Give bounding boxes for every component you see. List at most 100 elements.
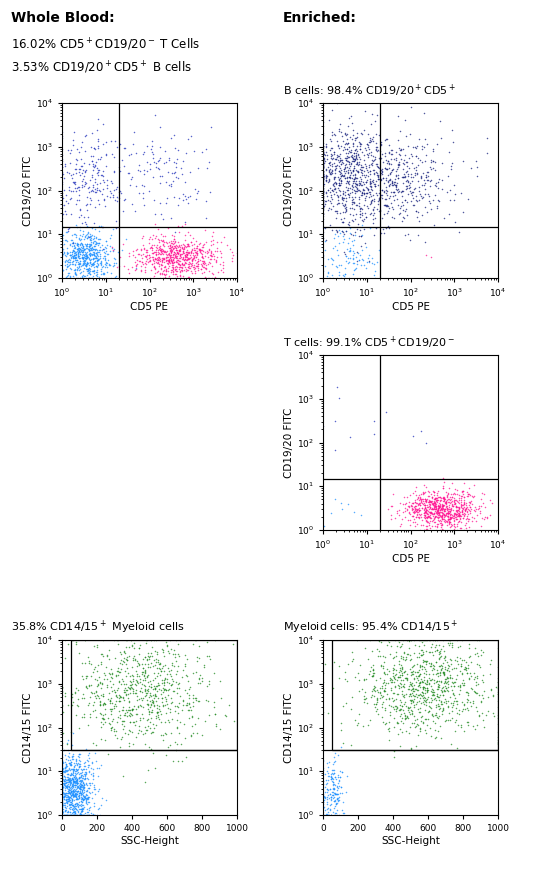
Point [368, 212, 377, 226]
Point [125, 685, 134, 699]
Point [358, 186, 366, 200]
Point [318, 172, 327, 186]
Point [70, 805, 79, 819]
Point [59, 245, 68, 259]
Point [170, 699, 179, 714]
Point [381, 133, 389, 147]
Point [76, 243, 85, 257]
Point [167, 658, 176, 672]
Point [452, 499, 460, 513]
Point [486, 667, 494, 681]
Point [61, 690, 70, 704]
Point [92, 177, 101, 191]
Point [75, 249, 84, 263]
Point [72, 784, 81, 798]
Point [97, 150, 106, 164]
Point [388, 147, 397, 161]
Point [415, 668, 424, 682]
Point [439, 523, 448, 537]
Point [72, 808, 81, 822]
Point [106, 717, 114, 731]
Point [427, 154, 436, 168]
Point [339, 168, 348, 183]
Point [78, 227, 87, 241]
Point [102, 271, 111, 285]
Point [59, 803, 68, 817]
Point [101, 697, 109, 711]
Point [420, 505, 429, 519]
Point [454, 687, 463, 701]
Point [422, 685, 431, 699]
Point [76, 242, 85, 256]
Point [325, 166, 334, 180]
Point [482, 708, 491, 722]
Point [65, 786, 74, 800]
Point [158, 271, 167, 285]
Point [124, 166, 133, 180]
Point [177, 250, 185, 264]
Point [78, 792, 86, 806]
Point [81, 248, 90, 262]
Point [318, 143, 327, 157]
Point [416, 701, 425, 715]
Point [70, 800, 79, 814]
Point [136, 164, 145, 178]
Point [68, 171, 76, 185]
Point [412, 687, 421, 701]
Point [69, 761, 78, 775]
Point [72, 250, 80, 265]
Point [90, 239, 99, 253]
Point [430, 506, 439, 520]
Point [416, 686, 425, 700]
Point [141, 673, 150, 687]
Point [369, 167, 378, 181]
Point [70, 250, 79, 265]
Point [74, 778, 83, 792]
Point [96, 699, 104, 713]
Point [322, 148, 331, 162]
Point [58, 743, 67, 757]
Point [177, 247, 185, 261]
Point [454, 491, 463, 505]
Point [58, 805, 67, 819]
Point [392, 715, 401, 729]
Point [98, 266, 107, 280]
Point [373, 642, 382, 656]
Point [428, 495, 437, 509]
Point [79, 247, 87, 261]
Point [192, 250, 201, 265]
Point [368, 688, 377, 702]
Point [76, 787, 85, 801]
Point [320, 169, 329, 183]
Point [101, 260, 109, 274]
Point [340, 171, 349, 185]
Point [81, 766, 90, 780]
Point [91, 182, 100, 196]
Point [329, 179, 338, 193]
Point [383, 676, 392, 690]
Point [411, 204, 420, 218]
Point [406, 100, 415, 114]
Point [489, 688, 498, 702]
Point [89, 232, 97, 246]
Point [212, 254, 221, 268]
Point [75, 259, 84, 273]
Point [404, 176, 412, 190]
Point [455, 497, 464, 511]
Point [92, 259, 101, 273]
Point [159, 228, 168, 243]
Point [351, 170, 360, 184]
Point [345, 145, 354, 159]
Point [423, 165, 432, 179]
Point [419, 491, 427, 505]
Point [418, 709, 427, 723]
Point [80, 773, 89, 787]
Point [207, 252, 216, 266]
Point [78, 258, 87, 272]
Point [75, 258, 84, 273]
Point [187, 257, 196, 271]
Point [351, 157, 360, 171]
Point [73, 243, 81, 257]
Point [412, 210, 421, 224]
Point [382, 667, 391, 681]
